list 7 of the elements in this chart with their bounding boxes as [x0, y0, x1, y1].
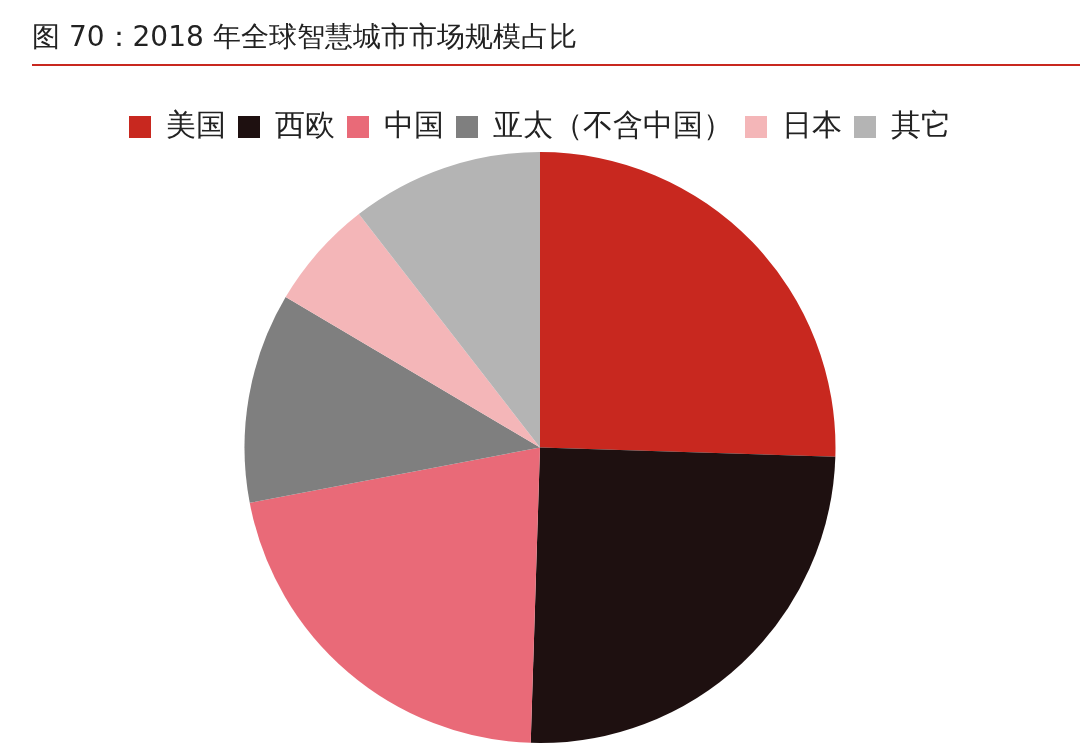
legend-label: 中国	[384, 106, 444, 142]
legend-label: 西欧	[275, 106, 335, 142]
chart-title: 图 70：2018 年全球智慧城市市场规模占比	[32, 18, 1080, 66]
legend-label: 日本	[782, 106, 842, 142]
legend-label: 其它	[891, 106, 951, 142]
legend-label: 亚太（不含中国）	[493, 106, 733, 142]
legend-label: 美国	[166, 106, 226, 142]
